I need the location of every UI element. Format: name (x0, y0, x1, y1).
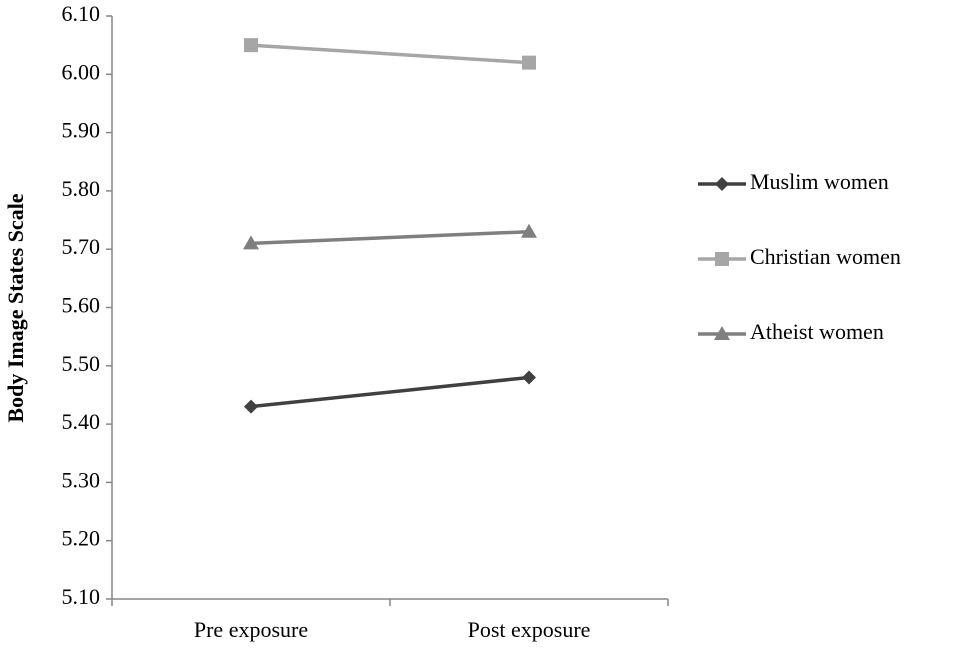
y-tick-label: 5.20 (62, 526, 101, 551)
series-line (250, 375, 530, 409)
series-line (250, 229, 530, 246)
x-tick-label: Post exposure (468, 617, 591, 642)
legend-marker (715, 252, 729, 266)
y-axis-label: Body Image States Scale (3, 193, 28, 422)
y-tick-label: 6.00 (62, 59, 101, 84)
legend-label: Atheist women (750, 319, 884, 344)
data-point (244, 38, 258, 53)
data-point (244, 399, 258, 414)
data-point (522, 370, 536, 385)
y-tick-label: 5.70 (62, 234, 101, 259)
legend-marker (714, 326, 730, 340)
y-tick-label: 5.50 (62, 351, 101, 376)
y-tick-label: 5.90 (62, 118, 101, 143)
legend-marker (715, 177, 729, 191)
series-line (250, 43, 530, 65)
legend-label: Christian women (750, 244, 901, 269)
data-point (521, 223, 537, 238)
y-tick-label: 5.30 (62, 467, 101, 492)
y-tick-label: 6.10 (62, 1, 101, 26)
y-tick-label: 5.80 (62, 176, 101, 201)
data-point (243, 235, 259, 250)
y-tick-label: 5.60 (62, 293, 101, 318)
legend-label: Muslim women (750, 169, 889, 194)
y-tick-label: 5.10 (62, 584, 101, 609)
y-tick-label: 5.40 (62, 409, 101, 434)
x-tick-label: Pre exposure (194, 617, 308, 642)
data-point (522, 55, 536, 70)
